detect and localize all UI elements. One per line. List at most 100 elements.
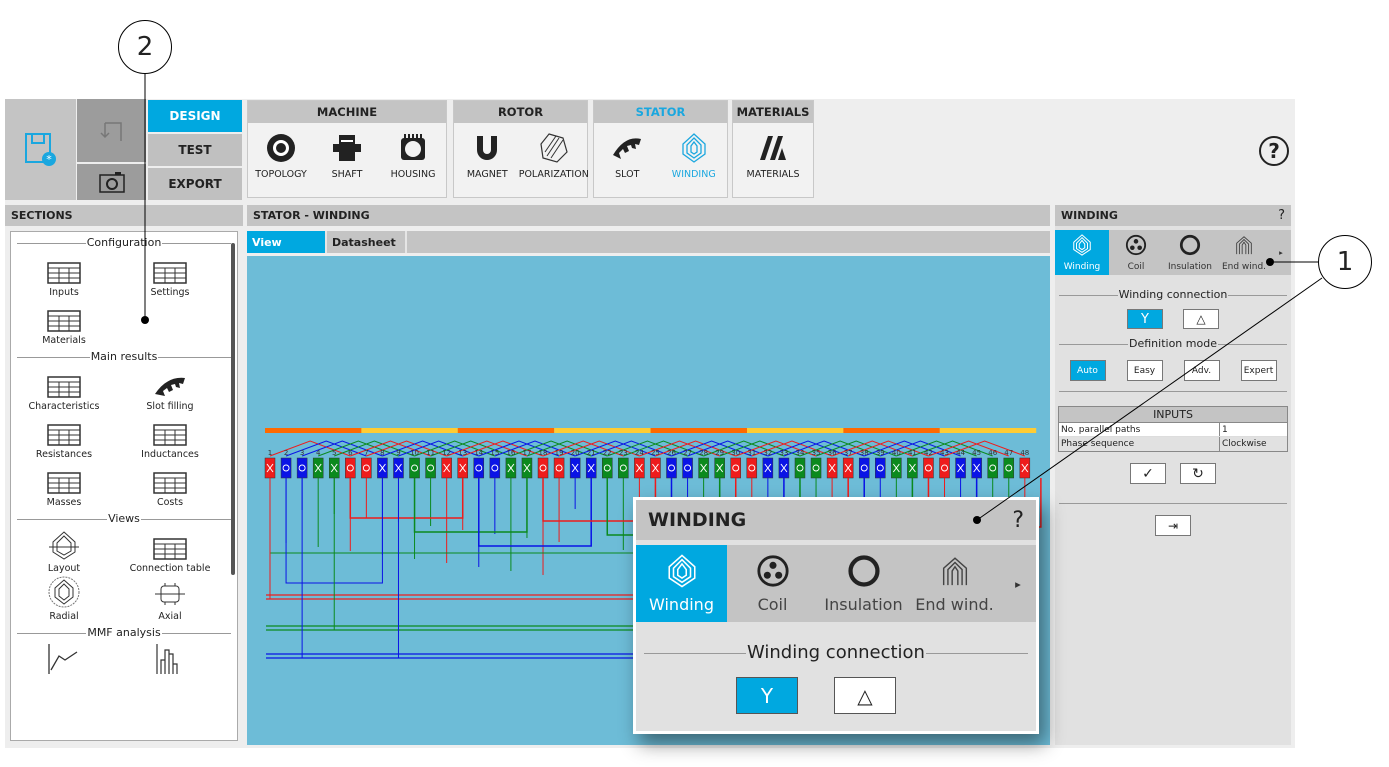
polarization-button[interactable]: POLARIZATION <box>519 131 589 180</box>
panel-help-button[interactable]: ? <box>1278 208 1285 223</box>
tab-end-winding[interactable]: End wind. <box>1217 230 1271 275</box>
table-icon <box>47 302 81 332</box>
current-in-mark <box>700 463 708 473</box>
current-out-mark <box>860 464 868 472</box>
insulation-icon <box>1179 234 1201 259</box>
coil-connection <box>413 478 528 533</box>
slot-number: 16 <box>506 449 515 457</box>
slot-number: 11 <box>426 449 435 457</box>
tab-insulation[interactable]: Insulation <box>1163 230 1217 275</box>
tab-winding[interactable]: Winding <box>1055 230 1109 275</box>
input-row-parallel-paths[interactable]: No. parallel paths 1 <box>1059 423 1287 437</box>
shaft-button[interactable]: SHAFT <box>314 131 380 180</box>
section-item-connection-table[interactable]: Connection table <box>117 530 223 574</box>
tab-scroll-right-icon[interactable]: ▸ <box>1015 576 1021 591</box>
mode-auto-button[interactable]: Auto <box>1069 360 1106 381</box>
section-item-slot-filling[interactable]: Slot filling <box>117 368 223 412</box>
end-connection <box>591 440 672 457</box>
help-button[interactable]: ? <box>1259 136 1289 166</box>
current-in-mark <box>635 463 643 473</box>
export-icon: ⇥ <box>1167 518 1179 533</box>
materials-button[interactable]: MATERIALS <box>740 131 806 180</box>
star-connection-button[interactable]: Y <box>1127 309 1163 329</box>
winding-icon <box>682 133 706 163</box>
slot-31 <box>746 457 758 479</box>
current-out-mark <box>796 464 804 472</box>
end-connection <box>671 440 752 457</box>
apply-button[interactable]: ✓ <box>1130 463 1166 484</box>
tab-scroll-right-icon[interactable]: ▸ <box>1279 248 1283 257</box>
tab-view[interactable]: View <box>247 231 327 253</box>
slot-button[interactable]: SLOT <box>594 131 660 180</box>
end-connection <box>864 440 945 457</box>
export-button[interactable]: ⇥ <box>1155 515 1191 536</box>
sections-scrollbar[interactable] <box>228 233 237 739</box>
popup-tab-winding[interactable]: Winding <box>636 545 727 622</box>
reset-button[interactable]: ↻ <box>1180 463 1216 484</box>
slot-number: 26 <box>667 449 676 457</box>
materials-group: MATERIALS MATERIALS <box>732 100 814 198</box>
slot-18 <box>537 457 549 479</box>
popup-star-button[interactable]: Y <box>736 677 798 714</box>
slot-2 <box>280 457 292 479</box>
input-row-phase-sequence[interactable]: Phase sequence Clockwise <box>1061 437 1267 451</box>
slot-number: 45 <box>972 449 981 457</box>
end-connection <box>767 440 849 457</box>
winding-connection-label: Winding connection <box>1059 288 1287 301</box>
pole-bar <box>843 428 940 433</box>
end-connection <box>542 440 624 457</box>
section-item-costs[interactable]: Costs <box>117 464 223 508</box>
popup-tab-coil[interactable]: Coil <box>727 545 818 622</box>
mode-design[interactable]: DESIGN <box>148 100 242 132</box>
mode-expert-button[interactable]: Expert <box>1240 360 1277 381</box>
topology-button[interactable]: TOPOLOGY <box>248 131 314 180</box>
end-connection <box>639 440 720 457</box>
winding-icon <box>47 576 81 608</box>
section-item-radial[interactable]: Radial <box>11 576 117 622</box>
popup-tab-end-winding[interactable]: End wind. <box>909 545 1000 622</box>
section-item-inputs[interactable]: Inputs <box>11 254 117 298</box>
section-item-settings[interactable]: Settings <box>117 254 223 298</box>
mode-adv-button[interactable]: Adv. <box>1183 360 1220 381</box>
slot-number: 31 <box>747 449 756 457</box>
slot-6 <box>345 457 356 479</box>
tab-datasheet[interactable]: Datasheet <box>327 231 407 253</box>
end-connection <box>398 440 479 457</box>
end-connection <box>703 440 785 457</box>
magnet-button[interactable]: MAGNET <box>454 131 520 180</box>
winding-button[interactable]: WINDING <box>661 131 727 180</box>
section-item-layout[interactable]: Layout <box>11 530 117 574</box>
popup-title: WINDING <box>648 509 747 531</box>
mode-easy-button[interactable]: Easy <box>1126 360 1163 381</box>
slot-number: 41 <box>908 449 917 457</box>
popup-help-button[interactable]: ? <box>1012 507 1024 533</box>
section-item-characteristics[interactable]: Characteristics <box>11 368 117 412</box>
stator-group: STATOR SLOT WINDING <box>593 100 728 198</box>
end-connection <box>285 440 367 457</box>
section-item-axial[interactable]: Axial <box>117 578 223 622</box>
housing-icon <box>401 134 425 160</box>
section-item-materials[interactable]: Materials <box>11 302 117 346</box>
current-in-mark <box>652 463 659 473</box>
mode-export[interactable]: EXPORT <box>148 168 242 200</box>
end-connection <box>623 440 704 457</box>
current-in-mark <box>780 463 788 473</box>
section-item-mmf-0[interactable] <box>11 644 117 677</box>
coil-icon <box>756 554 790 592</box>
section-item-inductances[interactable]: Inductances <box>117 416 223 460</box>
tab-coil[interactable]: Coil <box>1109 230 1163 275</box>
popup-tab-insulation[interactable]: Insulation <box>818 545 909 622</box>
snapshot-button[interactable] <box>77 164 146 200</box>
delta-connection-button[interactable]: △ <box>1183 309 1219 329</box>
section-item-resistances[interactable]: Resistances <box>11 416 117 460</box>
undo-button[interactable] <box>77 99 146 162</box>
mode-test[interactable]: TEST <box>148 134 242 166</box>
popup-delta-button[interactable]: △ <box>834 677 896 714</box>
pole-bar <box>457 428 555 433</box>
panel-title: WINDING <box>1061 209 1118 222</box>
section-item-mmf-1[interactable] <box>117 644 223 677</box>
section-item-masses[interactable]: Masses <box>11 464 117 508</box>
definition-mode-label: Definition mode <box>1059 337 1287 350</box>
housing-button[interactable]: HOUSING <box>380 131 446 180</box>
save-button[interactable]: * <box>5 99 76 200</box>
